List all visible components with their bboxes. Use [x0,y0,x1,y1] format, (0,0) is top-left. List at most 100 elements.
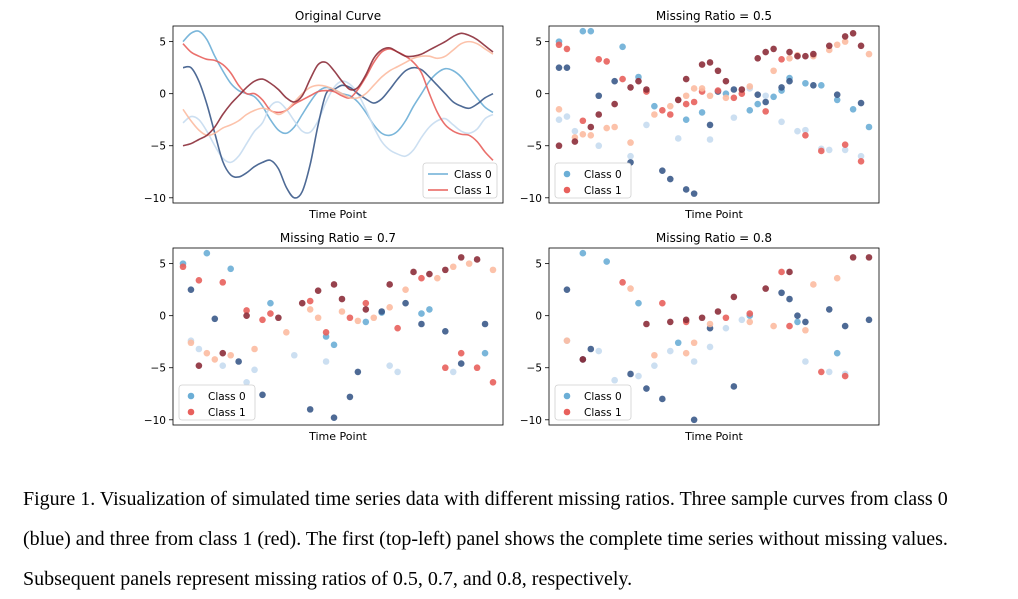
data-point-class1 [442,364,449,372]
data-point-class0 [794,312,801,319]
data-point-class0 [659,395,666,403]
data-point-class0 [651,102,658,110]
data-point-class1 [394,324,401,332]
legend-marker-class0 [563,170,571,178]
data-point-class1 [786,268,793,276]
data-point-class1 [362,299,370,307]
data-point-class1 [635,77,642,85]
data-point-class1 [219,349,227,357]
data-point-class0 [841,146,849,154]
y-tick-label: 5 [535,259,542,271]
data-point-class1 [802,52,809,60]
data-point-class0 [833,349,841,357]
data-point-class0 [579,249,587,257]
data-point-class1 [849,254,857,261]
data-point-class1 [865,50,873,58]
data-point-class0 [235,358,242,365]
data-point-class0 [810,82,817,89]
data-point-class1 [449,263,457,271]
data-point-class0 [330,414,338,422]
data-point-class0 [346,393,354,401]
data-point-class0 [563,113,571,120]
data-point-class1 [563,337,571,344]
legend-label-class1: Class 1 [584,407,622,419]
data-point-class1 [306,297,314,305]
data-point-class1 [746,318,754,326]
data-point-class0 [778,289,785,297]
legend-marker-class1 [563,408,571,416]
data-point-class0 [627,152,634,160]
data-point-class1 [770,67,777,75]
data-point-class1 [611,123,618,131]
data-point-class1 [275,314,282,322]
data-point-class0 [203,249,211,257]
data-point-class0 [267,299,274,307]
data-point-class1 [762,285,769,292]
data-point-class0 [442,327,449,335]
chart-panel-2: Missing Ratio = 0.5 Time Point 5 0 −5 −10 Clas… [520,9,880,221]
data-point-class0 [849,105,857,113]
y-tick-label: −10 [144,193,166,205]
data-point-class1 [682,75,690,83]
data-point-class1 [722,94,730,102]
data-point-class1 [674,96,682,104]
data-point-class1 [370,314,378,322]
data-point-class0 [555,116,563,124]
data-point-class0 [738,316,746,324]
data-point-class1 [211,356,219,363]
data-point-class0 [555,64,563,71]
data-point-class1 [651,351,658,359]
data-point-class1 [682,100,690,108]
data-point-class1 [473,256,481,263]
data-point-class0 [362,318,370,326]
data-point-class1 [579,130,587,138]
data-point-class1 [457,254,465,261]
data-point-class0 [706,136,714,143]
data-point-class0 [611,77,618,85]
data-point-class1 [770,45,777,53]
data-point-class0 [195,345,203,353]
data-point-class1 [730,94,738,102]
data-point-class1 [587,123,595,131]
data-point-class0 [306,406,314,413]
data-point-class1 [187,339,195,347]
data-point-class1 [666,111,674,118]
data-point-class0 [635,372,642,380]
data-point-class1 [338,295,346,303]
data-point-class0 [322,358,330,365]
x-axis-label: Time Point [684,430,743,443]
data-point-class1 [259,316,266,324]
data-point-class1 [666,318,674,326]
data-point-class1 [841,38,849,45]
data-point-class1 [402,286,409,293]
data-point-class1 [722,314,730,322]
legend-label-class1: Class 1 [208,407,246,419]
data-point-class0 [666,175,674,183]
data-point-class1 [714,87,722,94]
data-point-class0 [219,362,227,369]
data-point-class1 [283,329,290,336]
plot-area [563,249,873,424]
data-point-class1 [786,322,793,330]
data-point-class0 [778,118,785,126]
data-point-class1 [865,254,873,261]
panel-title: Missing Ratio = 0.8 [656,231,772,245]
data-point-class1 [563,45,571,53]
data-point-class1 [555,105,563,113]
data-point-class1 [786,48,793,56]
data-point-class0 [651,362,658,369]
data-point-class1 [706,59,714,66]
data-point-class1 [489,379,497,386]
data-point-class1 [330,281,338,288]
legend-label-class1: Class 1 [454,185,492,197]
data-point-class0 [457,360,465,367]
data-point-class0 [825,368,833,376]
data-point-class1 [849,29,857,37]
data-point-class0 [698,109,706,116]
data-point-class0 [627,370,634,378]
data-point-class1 [195,276,203,284]
data-point-class1 [619,279,626,286]
legend-marker-class0 [187,392,195,400]
data-point-class1 [762,108,769,115]
